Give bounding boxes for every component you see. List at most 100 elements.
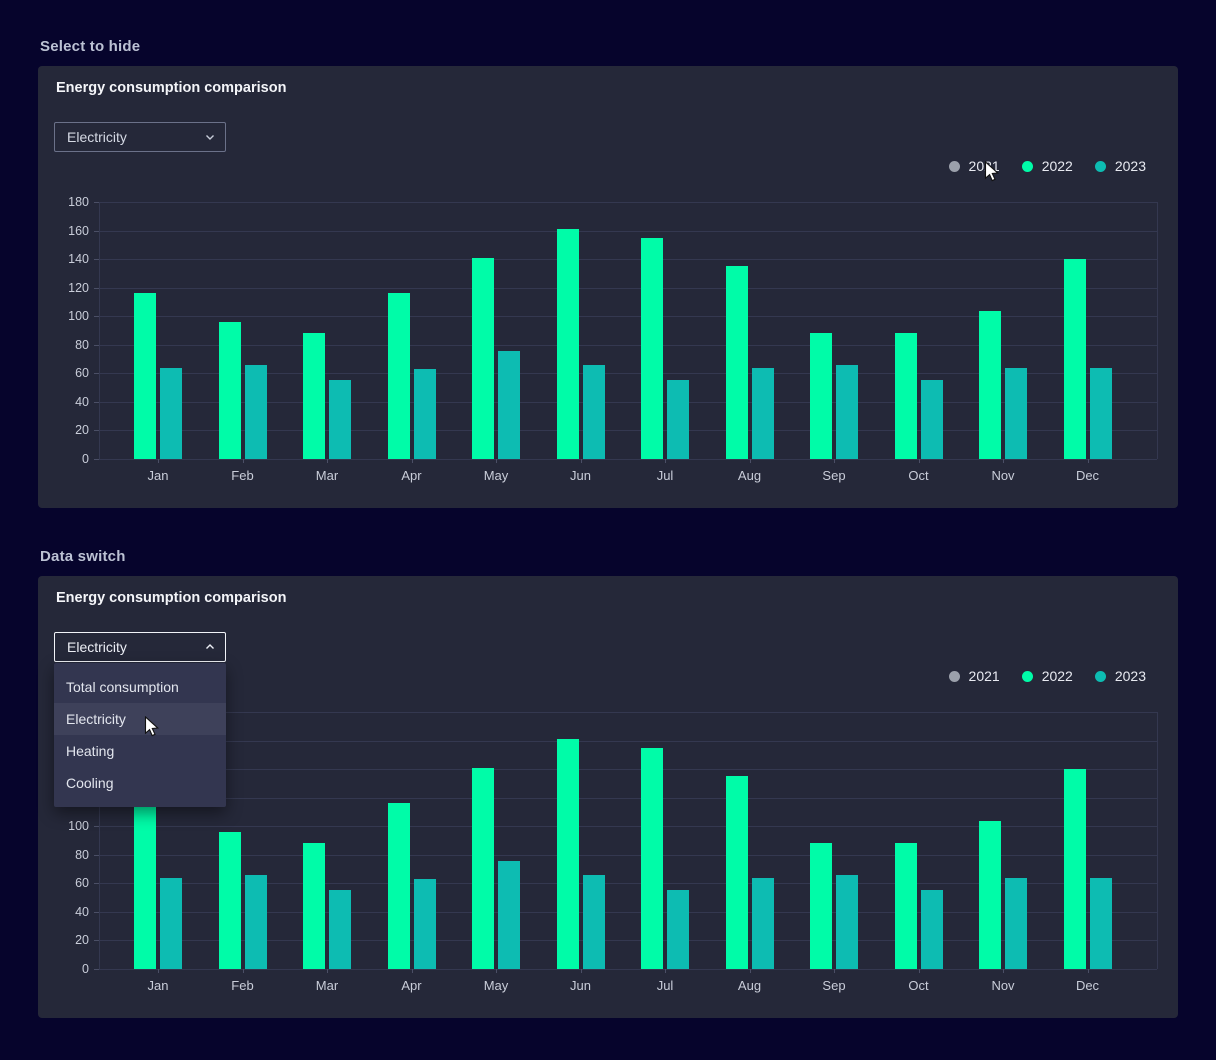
bar-2022-jun <box>556 739 579 969</box>
panel-title: Energy consumption comparison <box>56 80 287 96</box>
bar-2022-jan <box>134 803 156 969</box>
bar-2023-jan <box>160 367 182 459</box>
gridline <box>99 969 1157 970</box>
y-axis-label: 100 <box>68 309 89 324</box>
y-axis-tick <box>94 401 99 403</box>
panel-title: Energy consumption comparison <box>56 590 287 606</box>
gridline <box>99 911 1157 913</box>
legend-item-2021-deselected[interactable]: 2021 <box>948 158 1000 174</box>
dropdown-menu: Total consumption Electricity Heating Cooli… <box>54 663 226 807</box>
x-axis-label-may: May <box>483 468 509 483</box>
gridline <box>99 826 1157 828</box>
bar-2023-dec <box>1089 877 1112 969</box>
legend-label: 2022 <box>1041 158 1073 174</box>
x-axis-label-aug: Aug <box>737 978 762 993</box>
bar-2022-feb <box>218 831 241 969</box>
legend-label: 2021 <box>968 668 1000 684</box>
bar-2023-jan <box>160 877 182 969</box>
bar-2023-nov <box>1005 367 1027 459</box>
dropdown-value: Electricity <box>67 129 127 145</box>
axis-frame-line <box>99 712 100 969</box>
menu-option-total-consumption[interactable]: Total consumption <box>66 679 179 695</box>
y-axis-tick <box>94 373 99 375</box>
bar-2023-sep <box>836 874 858 969</box>
y-axis-tick <box>94 826 99 828</box>
x-axis-tick <box>665 969 666 973</box>
y-axis-tick <box>94 287 99 289</box>
gridline <box>99 202 1157 203</box>
y-axis-label: 160 <box>68 223 89 238</box>
legend-item-2022[interactable]: 2022 <box>1021 668 1073 684</box>
bar-2023-mar <box>329 890 351 969</box>
bar-2022-nov <box>979 310 1001 459</box>
x-axis-tick <box>327 459 328 463</box>
x-axis-label-mar: Mar <box>315 468 339 483</box>
bar-2023-jun <box>582 874 605 969</box>
legend-item-2021-deselected[interactable]: 2021 <box>948 668 1000 684</box>
bar-2022-oct <box>894 333 917 459</box>
x-axis-label-jan: Jan <box>147 978 169 993</box>
bar-2023-dec <box>1089 367 1112 459</box>
bar-2023-mar <box>329 380 351 459</box>
x-axis-tick <box>1003 459 1004 463</box>
y-axis-label: 60 <box>75 876 89 891</box>
x-axis-tick <box>834 969 835 973</box>
menu-option-cooling[interactable]: Cooling <box>66 775 114 791</box>
y-axis-label: 100 <box>68 819 89 834</box>
gridline <box>99 430 1157 432</box>
bar-2022-feb <box>218 321 241 459</box>
y-axis-label: 120 <box>68 280 89 295</box>
x-axis-tick <box>918 969 920 973</box>
bar-2022-may <box>472 767 494 969</box>
bar-2023-oct <box>920 380 943 459</box>
bar-2022-jul <box>641 237 663 459</box>
bar-2023-oct <box>920 890 943 969</box>
legend-label: 2023 <box>1114 158 1146 174</box>
section-label-data-switch: Data switch <box>40 548 126 565</box>
x-axis-tick <box>327 969 328 973</box>
legend-label: 2021 <box>968 158 1000 174</box>
bar-2023-aug <box>751 367 774 459</box>
menu-option-electricity[interactable]: Electricity <box>54 703 226 735</box>
legend-item-2023[interactable]: 2023 <box>1094 158 1146 174</box>
x-axis-label-oct: Oct <box>908 468 929 483</box>
gridline <box>99 459 1157 460</box>
x-axis-tick <box>580 969 582 973</box>
legend-dot-2023 <box>1094 670 1106 682</box>
legend-item-2023[interactable]: 2023 <box>1094 668 1146 684</box>
x-axis-label-nov: Nov <box>991 468 1015 483</box>
gridline <box>99 712 1157 713</box>
y-axis-tick <box>94 230 99 232</box>
legend-item-2022[interactable]: 2022 <box>1021 158 1073 174</box>
x-axis-label-mar: Mar <box>315 978 339 993</box>
category-dropdown-expanded[interactable]: Electricity <box>54 632 226 662</box>
legend-dot-2021 <box>948 160 960 172</box>
menu-option-heating[interactable]: Heating <box>66 743 115 759</box>
gridline <box>99 740 1157 742</box>
x-axis-tick <box>242 969 244 973</box>
x-axis-tick <box>158 459 159 463</box>
bar-2023-nov <box>1005 877 1027 969</box>
bar-2022-jan <box>134 293 156 459</box>
y-axis-tick <box>94 316 99 318</box>
bar-2022-apr <box>387 293 410 459</box>
chevron-down-icon <box>205 132 215 142</box>
legend-dot-2023 <box>1094 160 1106 172</box>
gridline <box>99 316 1157 318</box>
x-axis-label-jul: Jul <box>656 978 674 993</box>
bar-2022-sep <box>810 333 832 459</box>
legend-dot-2022 <box>1021 670 1033 682</box>
y-axis-tick <box>94 969 99 970</box>
x-axis-label-may: May <box>483 978 509 993</box>
bar-2023-aug <box>751 877 774 969</box>
gridline <box>99 401 1157 403</box>
legend-dot-2021 <box>948 670 960 682</box>
bar-2022-aug <box>725 776 748 969</box>
gridline <box>99 230 1157 232</box>
gridline <box>99 287 1157 289</box>
x-axis-tick <box>1003 969 1004 973</box>
x-axis-label-dec: Dec <box>1075 978 1100 993</box>
category-dropdown[interactable]: Electricity <box>54 122 226 152</box>
x-axis-label-sep: Sep <box>822 468 846 483</box>
x-axis-tick <box>158 969 159 973</box>
